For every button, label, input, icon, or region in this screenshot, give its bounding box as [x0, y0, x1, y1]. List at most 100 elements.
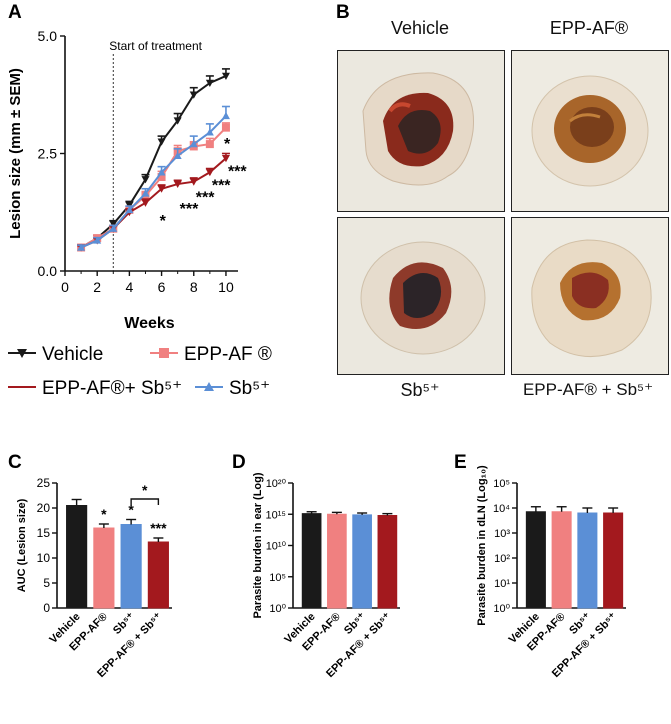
a-point-sb: [205, 128, 214, 136]
e-ytick-label: 10⁵: [493, 478, 510, 490]
c-star: ***: [150, 520, 167, 536]
panel-letter-b: B: [336, 2, 350, 23]
photo-sb: [337, 217, 505, 375]
c-bar: [120, 524, 142, 609]
a-point-sb: [109, 224, 118, 232]
a-legend-marker-sb: [204, 382, 214, 391]
e-ytick-label: 10⁴: [493, 503, 510, 515]
a-y-label: Lesion size (mm ± SEM): [7, 68, 24, 239]
c-y-label: AUC (Lesion size): [16, 498, 28, 592]
a-xtick-label: 8: [190, 279, 198, 295]
c-ytick-label: 10: [37, 551, 51, 565]
photo-vehicle: [337, 50, 505, 212]
a-ytick-label: 0.0: [38, 263, 58, 279]
d-ytick-label: 10¹⁵: [266, 509, 286, 521]
a-annotation: Start of treatment: [109, 39, 202, 53]
a-series-line-epp: [80, 126, 227, 249]
a-xtick-label: 10: [218, 279, 234, 295]
c-star: *: [101, 506, 107, 522]
e-bar: [603, 512, 624, 609]
panel-letter-c: C: [8, 452, 22, 473]
e-ytick-label: 10¹: [494, 578, 510, 590]
photo-combo: [511, 217, 669, 375]
photo-label-sb: Sb⁵⁺: [400, 380, 440, 400]
a-point-vehicle: [157, 138, 166, 146]
a-point-combo: [141, 199, 150, 207]
a-point-sb: [157, 168, 166, 176]
a-xtick-label: 2: [93, 279, 101, 295]
c-bar: [93, 527, 115, 609]
a-xtick-label: 0: [61, 279, 69, 295]
e-bar: [525, 511, 546, 609]
d-bar: [327, 513, 347, 609]
a-point-combo: [189, 178, 198, 186]
a-point-combo: [157, 185, 166, 193]
a-point-sb: [221, 111, 230, 120]
panel-letter-a: A: [8, 2, 22, 23]
a-point-combo: [173, 180, 182, 189]
c-bar: [66, 505, 88, 609]
e-ytick-label: 10³: [494, 528, 510, 540]
d-ytick-label: 10¹⁰: [266, 541, 287, 553]
c-bracket-star: *: [142, 482, 148, 498]
d-bar: [377, 515, 398, 609]
photo-label-vehicle: Vehicle: [390, 18, 450, 38]
d-y-label: Parasite burden in ear (Log): [252, 472, 264, 618]
a-x-label: Weeks: [124, 315, 175, 332]
a-significance: ***: [228, 163, 247, 180]
photo-epp: [511, 50, 669, 212]
d-ytick-label: 10⁵: [269, 572, 286, 584]
a-point-sb: [125, 205, 134, 214]
a-point-vehicle: [205, 79, 214, 87]
a-significance: ***: [212, 178, 231, 195]
a-point-epp: [221, 123, 230, 132]
a-point-epp: [157, 173, 166, 181]
c-ytick-label: 15: [37, 526, 51, 540]
e-bar: [551, 511, 572, 609]
e-bar: [577, 512, 598, 609]
photo-label-epp: EPP-AF®: [549, 18, 629, 38]
e-y-label: Parasite burden in dLN (Log₁₀): [476, 465, 488, 626]
panel-letter-d: D: [232, 452, 246, 473]
c-bar: [147, 541, 169, 609]
d-bar: [301, 513, 322, 609]
d-bar: [352, 514, 372, 609]
a-significance: *: [224, 136, 231, 153]
c-bracket: [130, 498, 160, 505]
a-xtick-label: 6: [158, 279, 166, 295]
a-point-epp: [205, 140, 214, 149]
a-legend-label-vehicle: Vehicle: [42, 344, 103, 365]
a-point-sb: [141, 189, 150, 197]
a-point-vehicle: [189, 91, 198, 99]
a-significance: ***: [196, 190, 215, 207]
e-ytick-label: 10²: [494, 553, 510, 565]
a-point-sb: [173, 151, 182, 160]
c-ytick-label: 25: [37, 476, 51, 490]
a-point-combo: [205, 169, 214, 177]
a-series-line-vehicle: [80, 75, 227, 249]
c-star: *: [128, 502, 134, 518]
a-point-vehicle: [141, 176, 150, 184]
a-series-line-sb: [80, 115, 227, 249]
a-point-vehicle: [221, 72, 230, 80]
a-ytick-label: 5.0: [38, 28, 58, 44]
a-point-vehicle: [109, 220, 118, 228]
c-ytick-label: 20: [37, 501, 51, 515]
a-legend-marker-epp: [159, 348, 169, 358]
a-legend-label-sb: Sb⁵⁺: [229, 378, 270, 399]
a-significance: *: [160, 213, 167, 230]
panel-letter-e: E: [454, 452, 467, 473]
photo-label-combo: EPP-AF® + Sb⁵⁺: [522, 380, 654, 399]
c-ytick-label: 0: [43, 601, 50, 615]
a-ytick-label: 2.5: [38, 146, 58, 162]
d-ytick-label: 10²⁰: [266, 478, 287, 490]
a-xtick-label: 4: [125, 279, 133, 295]
a-legend-label-combo: EPP-AF®+ Sb⁵⁺: [42, 378, 182, 399]
e-ytick-label: 10⁰: [493, 603, 510, 615]
a-legend-marker-vehicle: [17, 349, 27, 358]
a-point-sb: [77, 243, 86, 251]
a-legend-label-epp: EPP-AF ®: [184, 344, 272, 365]
a-significance: ***: [180, 201, 199, 218]
a-point-vehicle: [173, 117, 182, 125]
